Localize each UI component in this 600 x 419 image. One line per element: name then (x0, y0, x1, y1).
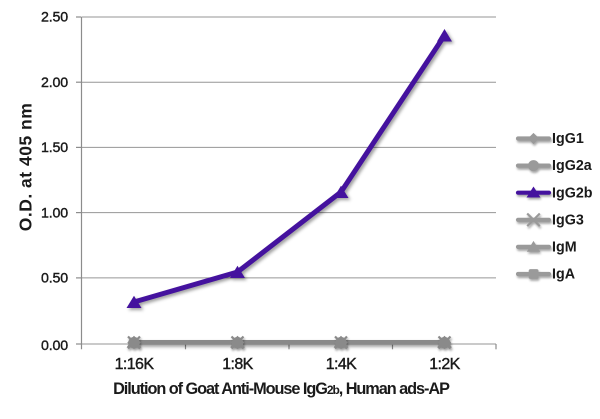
svg-text:1.50: 1.50 (41, 140, 68, 156)
svg-text:Dilution of Goat Anti-Mouse Ig: Dilution of Goat Anti-Mouse IgG2b, Human… (113, 380, 450, 398)
svg-text:IgG2a: IgG2a (552, 158, 593, 174)
svg-text:0.00: 0.00 (41, 338, 68, 354)
svg-text:IgG2b: IgG2b (552, 185, 593, 201)
svg-text:IgM: IgM (552, 240, 577, 256)
svg-text:IgA: IgA (552, 267, 575, 283)
svg-text:1:2K: 1:2K (429, 356, 460, 373)
svg-text:IgG3: IgG3 (552, 212, 584, 228)
svg-text:O.D. at 405 nm: O.D. at 405 nm (15, 103, 35, 232)
svg-text:0.50: 0.50 (41, 271, 68, 287)
svg-text:1:8K: 1:8K (222, 356, 253, 373)
svg-text:1:4K: 1:4K (326, 356, 357, 373)
svg-text:2.50: 2.50 (41, 10, 68, 26)
svg-text:2.00: 2.00 (41, 75, 68, 91)
svg-text:1:16K: 1:16K (115, 356, 155, 373)
svg-text:1.00: 1.00 (41, 205, 68, 221)
svg-text:IgG1: IgG1 (552, 131, 584, 147)
